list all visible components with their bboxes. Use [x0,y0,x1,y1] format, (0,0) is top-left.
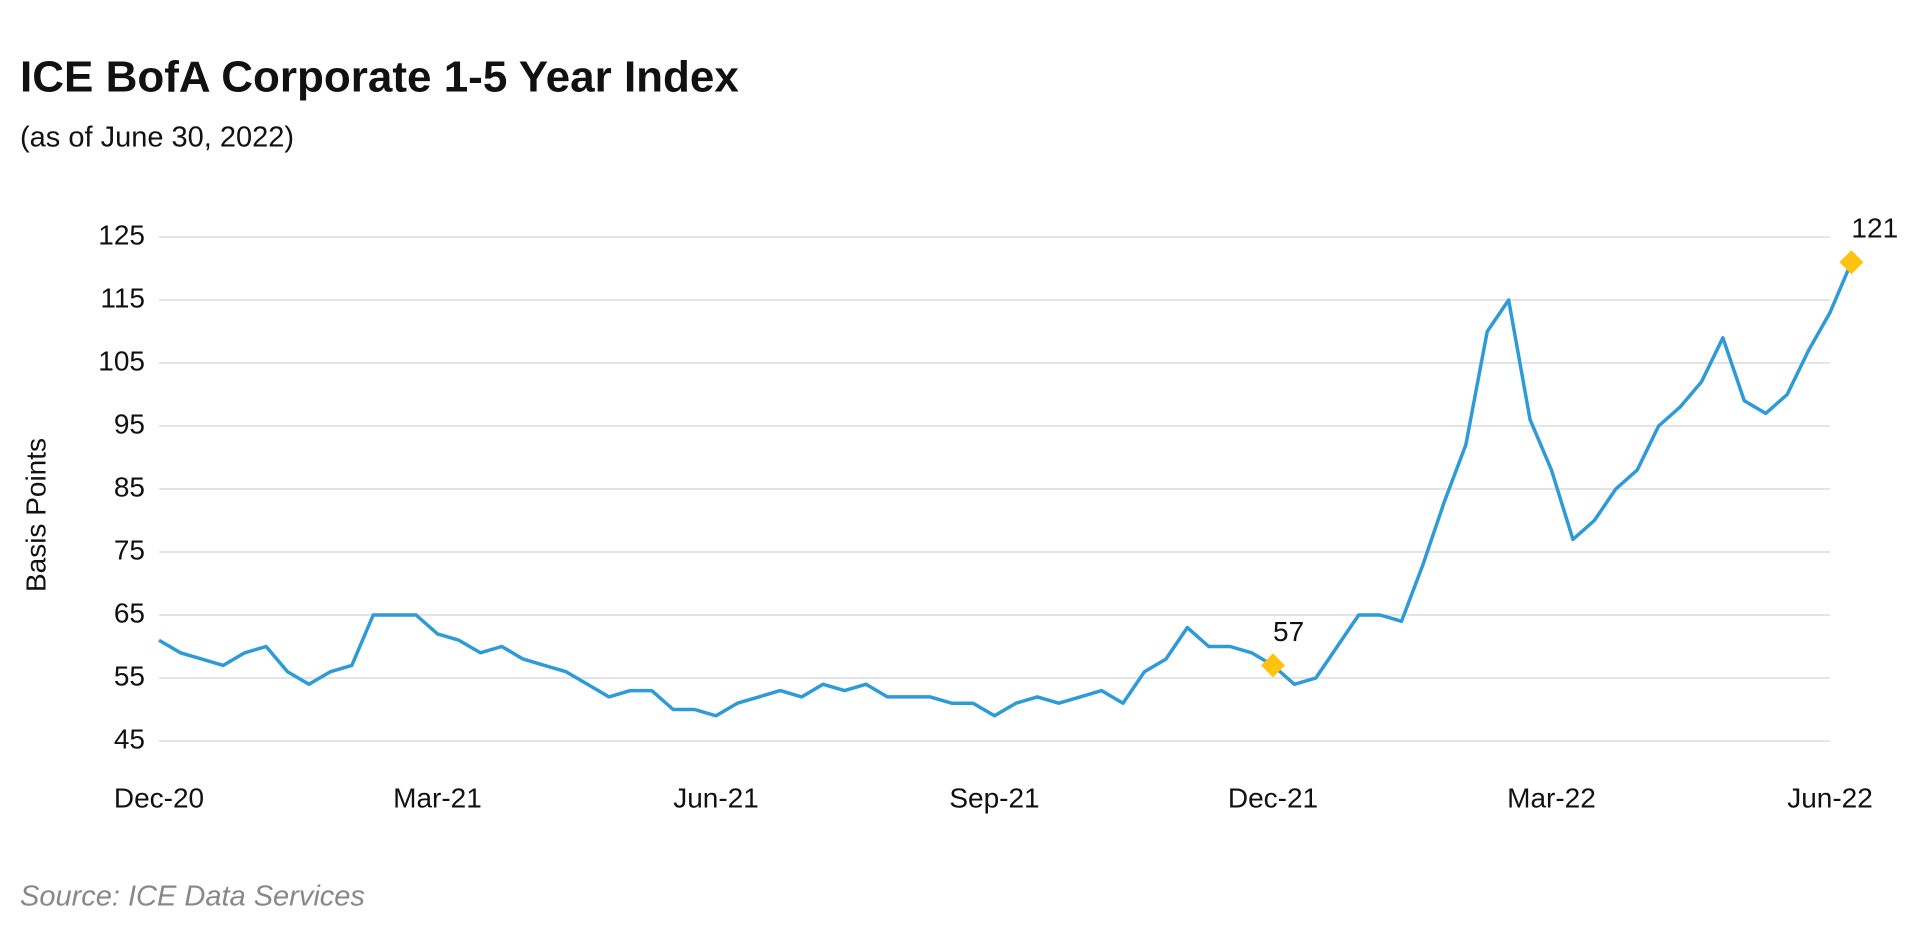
y-tick-label: 85 [114,471,145,502]
y-tick-label: 65 [114,597,145,628]
y-tick-label: 95 [114,408,145,439]
y-tick-label: 105 [98,345,145,376]
data-label: 121 [1851,213,1898,244]
y-tick-label: 55 [114,660,145,691]
highlight-marker [1839,250,1864,275]
y-tick-label: 115 [100,282,145,313]
y-tick-label: 75 [114,534,145,565]
source-note: Source: ICE Data Services [20,881,365,913]
data-line [158,261,1854,718]
x-tick-label: Jun-22 [1787,782,1873,813]
data-label: 57 [1273,616,1304,647]
chart-title: ICE BofA Corporate 1-5 Year Index [20,53,739,102]
y-axis-label: Basis Points [20,438,51,592]
x-tick-label: Sep-21 [949,782,1039,813]
x-tick-label: Mar-21 [393,782,482,813]
x-tick-label: Dec-20 [114,782,204,813]
x-tick-label: Mar-22 [1507,782,1596,813]
x-tick-label: Jun-21 [673,782,759,813]
y-tick-label: 125 [98,219,145,250]
highlight-marker [1261,653,1285,678]
y-tick-label: 45 [114,723,145,754]
chart-subtitle: (as of June 30, 2022) [20,122,294,154]
x-tick-label: Dec-21 [1228,782,1318,813]
